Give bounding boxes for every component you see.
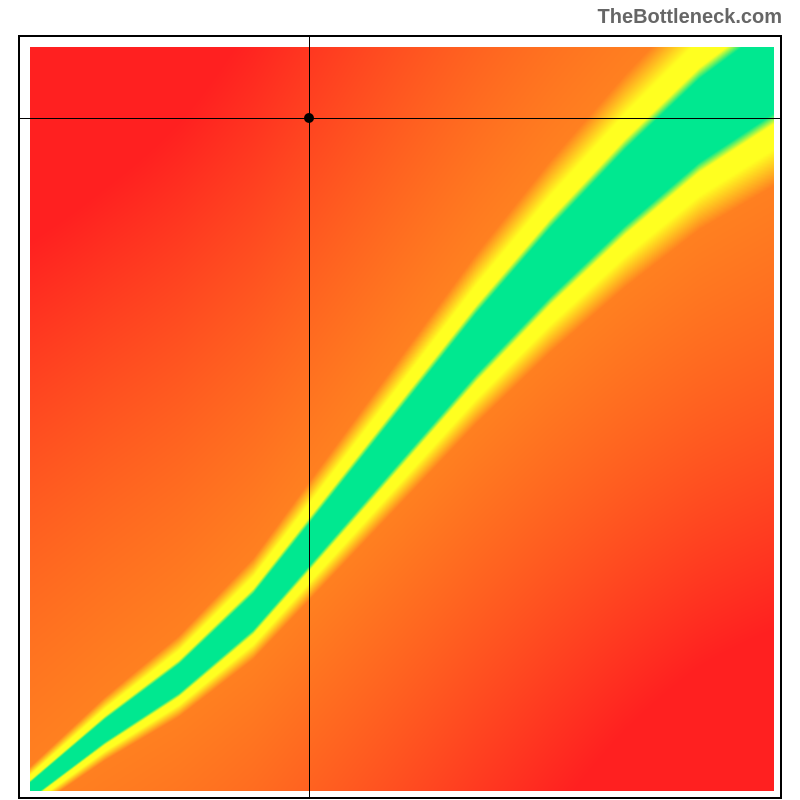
plot-frame	[18, 35, 782, 799]
watermark-text: TheBottleneck.com	[598, 6, 782, 29]
crosshair-marker-dot	[304, 113, 314, 123]
crosshair-horizontal-line	[20, 118, 780, 119]
bottleneck-heatmap	[30, 47, 774, 791]
crosshair-vertical-line	[309, 37, 310, 797]
